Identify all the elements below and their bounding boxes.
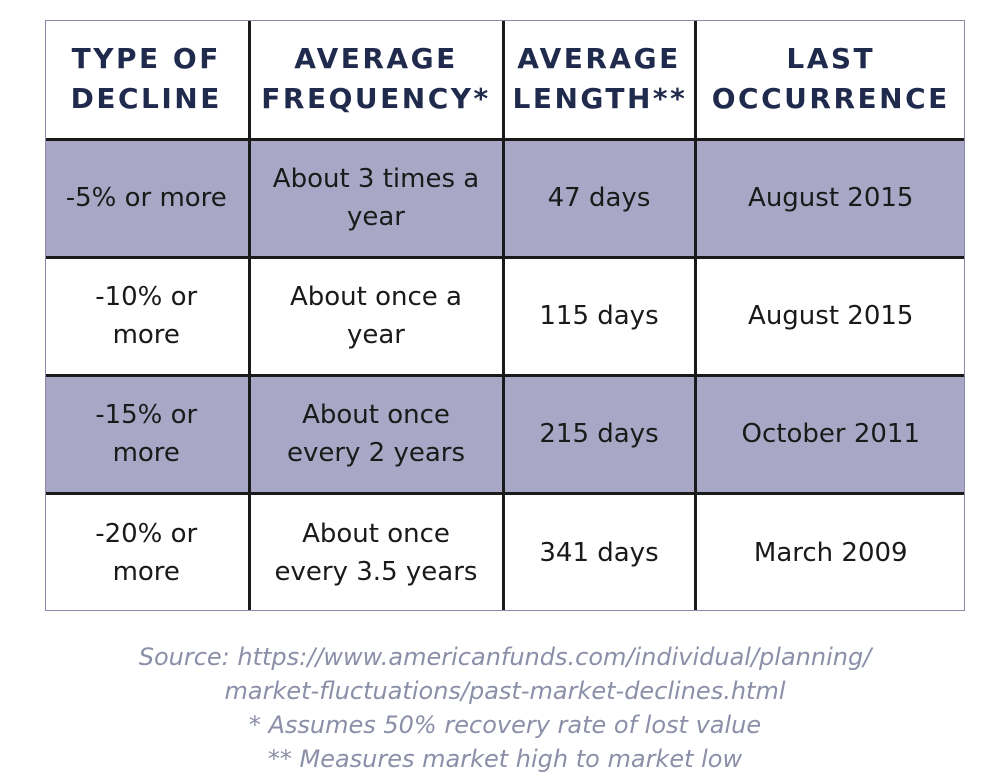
cell-line: year [346,320,405,350]
header-line: LAST [786,41,876,75]
cell-frequency: About 3 times a year [247,137,503,257]
cell-line: -10% or [95,282,198,312]
cell-line: every 3.5 years [274,556,478,587]
cell-length: 341 days [501,491,695,611]
header-line: FREQUENCY* [261,81,491,115]
cell-decline: -5% or more [45,137,249,257]
cell-line: -20% or [95,518,198,549]
table-row: -15% or more About once every 2 years 21… [45,373,965,493]
footnote-recovery: * Assumes 50% recovery rate of lost valu… [248,711,762,739]
header-line: TYPE OF [71,41,221,75]
source-line: market-fluctuations/past-market-declines… [224,677,786,705]
cell-line: every 2 years [286,438,466,468]
header-line: AVERAGE [517,41,681,75]
header-type-of-decline: TYPE OF DECLINE [45,20,249,141]
cell-line: About once [302,518,450,549]
cell-last-occurrence: March 2009 [693,491,965,611]
cell-line: -15% or [95,400,198,430]
cell-length: 115 days [501,255,695,375]
header-line: OCCURRENCE [711,81,950,115]
header-line: LENGTH** [512,81,688,115]
cell-line: About once [302,400,450,430]
cell-line: more [112,438,180,468]
header-average-length: AVERAGE LENGTH** [501,20,695,141]
cell-line: -5% or more [65,183,227,213]
market-declines-table: TYPE OF DECLINE AVERAGE FREQUENCY* AVERA… [45,20,965,611]
cell-last-occurrence: August 2015 [693,137,965,257]
source-notes: Source: https://www.americanfunds.com/in… [45,640,965,776]
cell-last-occurrence: October 2011 [693,373,965,493]
table-row: -10% or more About once a year 115 days … [45,255,965,375]
cell-decline: -20% or more [45,491,249,611]
cell-line: About 3 times a [272,164,480,194]
header-average-frequency: AVERAGE FREQUENCY* [247,20,503,141]
source-line: Source: https://www.americanfunds.com/in… [138,643,872,671]
cell-decline: -15% or more [45,373,249,493]
cell-length: 47 days [501,137,695,257]
footnote-high-low: ** Measures market high to market low [267,745,743,773]
cell-line: year [346,202,405,232]
cell-last-occurrence: August 2015 [693,255,965,375]
table-row: -20% or more About once every 3.5 years … [45,491,965,611]
cell-frequency: About once every 3.5 years [247,491,503,611]
cell-line: more [112,556,180,587]
cell-decline: -10% or more [45,255,249,375]
cell-frequency: About once a year [247,255,503,375]
table-row: -5% or more About 3 times a year 47 days… [45,137,965,257]
cell-line: more [112,320,180,350]
cell-line: About once a [289,282,462,312]
cell-length: 215 days [501,373,695,493]
declines-table-container: TYPE OF DECLINE AVERAGE FREQUENCY* AVERA… [45,20,965,611]
header-last-occurrence: LAST OCCURRENCE [693,20,965,141]
table-header-row: TYPE OF DECLINE AVERAGE FREQUENCY* AVERA… [45,20,965,141]
cell-frequency: About once every 2 years [247,373,503,493]
header-line: AVERAGE [294,41,458,75]
header-line: DECLINE [70,81,222,115]
